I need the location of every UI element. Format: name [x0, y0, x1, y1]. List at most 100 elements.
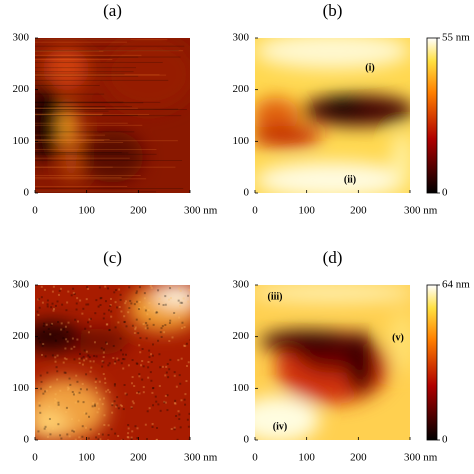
image-noise — [44, 390, 47, 393]
image-noise — [166, 394, 169, 397]
image-noise — [117, 321, 120, 324]
image-noise — [102, 356, 105, 359]
image-noise — [66, 331, 69, 334]
image-streak — [35, 166, 113, 168]
image-noise — [65, 410, 68, 413]
image-noise — [100, 347, 103, 350]
image-noise — [39, 374, 42, 377]
image-noise — [93, 355, 96, 358]
image-noise — [156, 438, 159, 440]
image-noise — [144, 423, 147, 426]
image-noise — [76, 338, 79, 341]
image-blob — [255, 396, 320, 440]
image-noise — [132, 402, 135, 405]
image-streak — [35, 50, 184, 52]
image-noise — [42, 325, 45, 328]
image-noise — [66, 301, 69, 304]
image-noise — [40, 380, 43, 383]
image-noise — [187, 361, 190, 364]
image-noise — [76, 297, 79, 300]
image-noise — [89, 428, 92, 431]
image-noise — [146, 410, 149, 413]
image-noise — [92, 360, 95, 363]
image-noise — [150, 286, 153, 289]
image-noise — [105, 390, 108, 393]
image-streak — [35, 61, 163, 63]
image-noise — [145, 438, 148, 440]
image-noise — [175, 385, 178, 388]
image-noise — [102, 317, 105, 320]
image-noise — [94, 386, 97, 389]
image-noise — [123, 358, 126, 361]
image-streak — [35, 93, 105, 95]
image-noise — [87, 321, 90, 324]
image-noise — [111, 402, 114, 405]
image-noise — [169, 358, 172, 361]
image-noise — [37, 313, 40, 316]
image-blobs — [35, 285, 190, 440]
image-noise — [104, 285, 107, 288]
image-noise — [93, 405, 96, 408]
image-noise — [149, 285, 152, 288]
image-noise — [89, 370, 92, 373]
image-blob — [391, 131, 410, 193]
image-noise — [185, 364, 188, 367]
image-noise — [178, 413, 181, 416]
annotation: (v) — [392, 332, 404, 343]
x-tick-label: 300 nm — [404, 205, 438, 217]
image-noise — [114, 301, 117, 304]
image-noise — [41, 344, 44, 347]
image-noise — [89, 325, 92, 328]
image-noise — [187, 300, 190, 303]
image-noise — [114, 289, 117, 292]
image-noise — [136, 362, 139, 365]
image-noise — [39, 411, 42, 414]
image-noise — [130, 406, 133, 409]
x-tick-label: 0 — [252, 452, 258, 464]
image-noise — [135, 292, 138, 295]
image-noise — [54, 393, 57, 396]
image-noise — [151, 391, 154, 394]
image-noise — [47, 328, 50, 331]
image-noise — [118, 288, 121, 291]
image-noise — [134, 326, 137, 329]
y-tick-label: 300 — [13, 32, 30, 44]
x-tick-label: 200 — [350, 205, 367, 217]
image-noise — [165, 371, 168, 374]
image-noise — [46, 435, 49, 438]
image-noise — [85, 350, 88, 353]
image-noise — [120, 310, 123, 313]
image-streak — [35, 75, 139, 77]
image-blobs — [255, 285, 410, 440]
x-tick-label: 200 — [350, 452, 367, 464]
image-noise — [166, 409, 169, 412]
image-streak — [35, 107, 106, 109]
image-noise — [118, 306, 121, 309]
image-noise — [98, 286, 101, 289]
image-noise — [138, 375, 141, 378]
image-noise — [137, 332, 140, 335]
y-tick-label: 300 — [233, 32, 250, 44]
image-noise — [128, 286, 131, 289]
image-noise — [112, 357, 115, 360]
image-noise — [102, 397, 105, 400]
image-noise — [54, 397, 57, 400]
image-noise — [161, 365, 164, 368]
image-noise — [37, 298, 40, 301]
image-noise — [52, 427, 55, 430]
image-noise — [115, 405, 118, 408]
y-tick-label: 0 — [24, 187, 30, 199]
image-streak — [35, 140, 178, 142]
image-noise — [62, 361, 65, 364]
image-noise — [52, 416, 55, 419]
image-noise — [130, 436, 133, 439]
image-noise — [81, 435, 84, 438]
x-tick-label: 100 — [78, 205, 95, 217]
image-noise — [160, 335, 163, 338]
image-noise — [174, 399, 177, 402]
image-noise — [147, 366, 150, 369]
image-noise — [59, 434, 62, 437]
image-noise — [168, 340, 171, 343]
image-noise — [42, 343, 45, 346]
image-noise — [129, 299, 132, 302]
